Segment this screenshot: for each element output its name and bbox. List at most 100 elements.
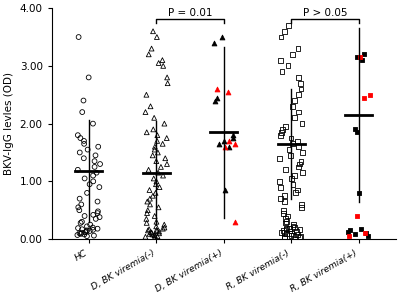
Point (79, 110, 86, 114)
Point (146, 188, 153, 193)
Point (356, 55, 363, 60)
Point (150, 176, 157, 181)
Point (222, 144, 228, 149)
Point (363, 231, 369, 236)
Point (145, 167, 152, 172)
Point (147, 104, 154, 109)
Point (164, 136, 170, 140)
Point (86, 75, 92, 80)
Point (76, 231, 83, 236)
Point (142, 110, 149, 114)
Point (154, 229, 160, 233)
Point (281, 230, 287, 235)
Point (281, 199, 287, 204)
Point (79, 227, 85, 232)
Point (91, 159, 98, 164)
Point (153, 219, 160, 224)
Point (145, 228, 151, 233)
Point (285, 23, 291, 28)
Point (151, 115, 157, 120)
Point (277, 156, 283, 161)
Point (149, 232, 156, 237)
Point (154, 133, 160, 138)
Point (76, 208, 82, 212)
Point (230, 133, 236, 138)
Point (148, 46, 155, 51)
Point (295, 144, 302, 149)
Point (154, 227, 160, 232)
Point (96, 185, 102, 190)
Point (84, 224, 90, 229)
Point (283, 221, 289, 225)
Point (286, 147, 292, 152)
Point (361, 52, 367, 57)
Point (282, 235, 288, 240)
Point (86, 229, 93, 233)
Point (155, 150, 161, 155)
Point (148, 230, 155, 235)
Point (80, 98, 87, 103)
Point (76, 196, 83, 201)
Point (150, 193, 156, 198)
Point (153, 224, 159, 229)
Point (151, 233, 158, 238)
Point (81, 142, 87, 146)
Point (281, 235, 288, 239)
Point (156, 185, 163, 190)
Point (94, 199, 101, 204)
Point (78, 230, 85, 235)
Point (280, 228, 287, 233)
Point (221, 139, 227, 143)
Point (294, 188, 301, 193)
Point (96, 215, 103, 220)
Point (297, 227, 303, 232)
Point (94, 211, 101, 215)
Point (294, 232, 300, 237)
Point (356, 190, 363, 195)
Point (155, 205, 162, 210)
Point (287, 229, 293, 233)
Point (93, 170, 100, 175)
Point (354, 214, 360, 218)
Point (291, 98, 298, 103)
Point (78, 202, 84, 207)
Point (364, 234, 371, 239)
Point (293, 190, 299, 195)
Point (144, 221, 150, 225)
Point (277, 133, 284, 138)
Point (277, 185, 284, 190)
Point (90, 212, 96, 217)
Point (152, 235, 158, 240)
Point (278, 35, 284, 39)
Point (160, 63, 166, 68)
Point (352, 127, 358, 132)
Point (287, 153, 294, 158)
Point (75, 133, 81, 138)
Point (90, 179, 96, 184)
Point (90, 173, 96, 178)
Point (278, 230, 285, 235)
Point (277, 179, 283, 184)
Point (283, 226, 290, 230)
Point (143, 92, 150, 97)
Point (159, 58, 166, 63)
Point (279, 69, 285, 74)
Point (147, 202, 153, 207)
Point (291, 225, 298, 230)
Point (143, 216, 150, 221)
Point (92, 153, 99, 158)
Point (146, 52, 152, 57)
Point (225, 144, 232, 149)
Point (154, 234, 161, 239)
Point (346, 228, 353, 233)
Point (232, 142, 238, 146)
Point (284, 214, 290, 218)
Point (299, 170, 306, 175)
Point (144, 199, 150, 204)
Point (288, 233, 294, 238)
Point (346, 234, 352, 239)
Point (156, 229, 162, 234)
Point (152, 233, 158, 238)
Point (74, 233, 80, 238)
Point (152, 147, 158, 152)
